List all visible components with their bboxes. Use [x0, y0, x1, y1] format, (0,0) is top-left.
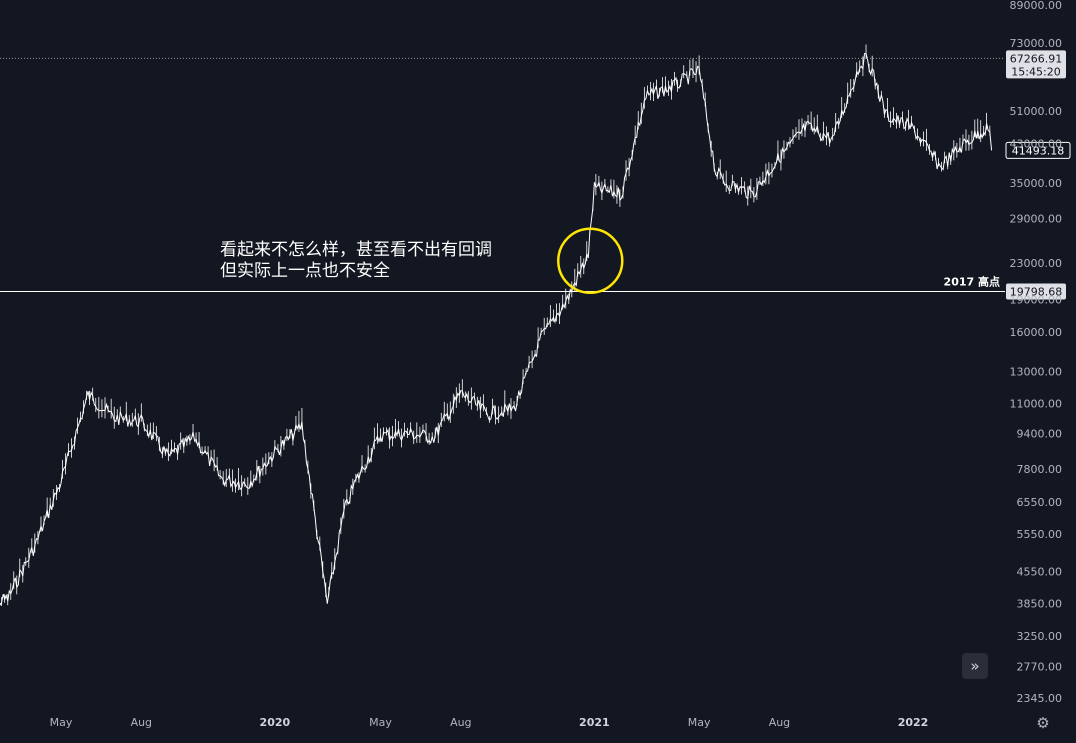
y-tick-label: 29000.00 [1010, 213, 1063, 226]
last-price-label: 41493.18 [1012, 144, 1065, 157]
y-tick-label: 23000.00 [1010, 257, 1063, 270]
y-tick-label: 2770.00 [1017, 660, 1063, 673]
y-tick-label: 35000.00 [1010, 177, 1063, 190]
price-label-box [1006, 283, 1066, 300]
y-tick-label: 73000.00 [1010, 37, 1063, 50]
y-tick-label: 3850.00 [1017, 598, 1063, 611]
y-tick-label: 16000.00 [1010, 326, 1063, 339]
annotation-line-1: 看起来不怎么样，甚至看不出有回调 [220, 240, 492, 260]
y-tick-label: 19000.00 [1010, 293, 1063, 306]
price-label: 67266.91 [1010, 52, 1063, 65]
y-tick-label: 11000.00 [1010, 397, 1063, 410]
x-tick-label: Aug [131, 716, 152, 729]
price-label: 19798.68 [1010, 285, 1063, 298]
y-tick-label: 3250.00 [1017, 630, 1063, 643]
gear-icon: ⚙ [1036, 714, 1050, 732]
highlight-circle[interactable] [557, 227, 624, 295]
y-tick-label: 13000.00 [1010, 366, 1063, 379]
y-tick-label: 89000.00 [1010, 0, 1063, 12]
x-tick-label: 2020 [260, 716, 291, 729]
x-tick-label: May [50, 716, 73, 729]
annotation-text: 看起来不怎么样，甚至看不出有回调 但实际上一点也不安全 [220, 240, 492, 282]
x-tick-label: Aug [769, 716, 790, 729]
y-tick-label: 7800.00 [1017, 463, 1063, 476]
x-tick-label: Aug [450, 716, 471, 729]
y-tick-label: 43000.00 [1010, 138, 1063, 151]
y-tick-label: 9400.00 [1017, 427, 1063, 440]
time-label: 15:45:20 [1011, 65, 1060, 78]
scroll-to-realtime-button[interactable]: » [962, 653, 988, 679]
y-tick-label: 5550.00 [1017, 528, 1063, 541]
chevrons-right-icon: » [970, 657, 980, 675]
x-tick-label: 2022 [898, 716, 929, 729]
last-price-label-box [1005, 141, 1071, 159]
y-tick-label: 4550.00 [1017, 566, 1063, 579]
level-caption: 2017 高点 [944, 274, 1000, 288]
price-label-box [1006, 50, 1066, 79]
annotation-line-2: 但实际上一点也不安全 [220, 261, 390, 281]
x-tick-label: 2021 [579, 716, 610, 729]
y-tick-label: 51000.00 [1010, 105, 1063, 118]
chart-settings-button[interactable]: ⚙ [1034, 714, 1052, 732]
y-tick-label: 6550.00 [1017, 496, 1063, 509]
x-tick-label: May [369, 716, 392, 729]
x-tick-label: May [688, 716, 711, 729]
y-tick-label: 2345.00 [1017, 692, 1063, 705]
